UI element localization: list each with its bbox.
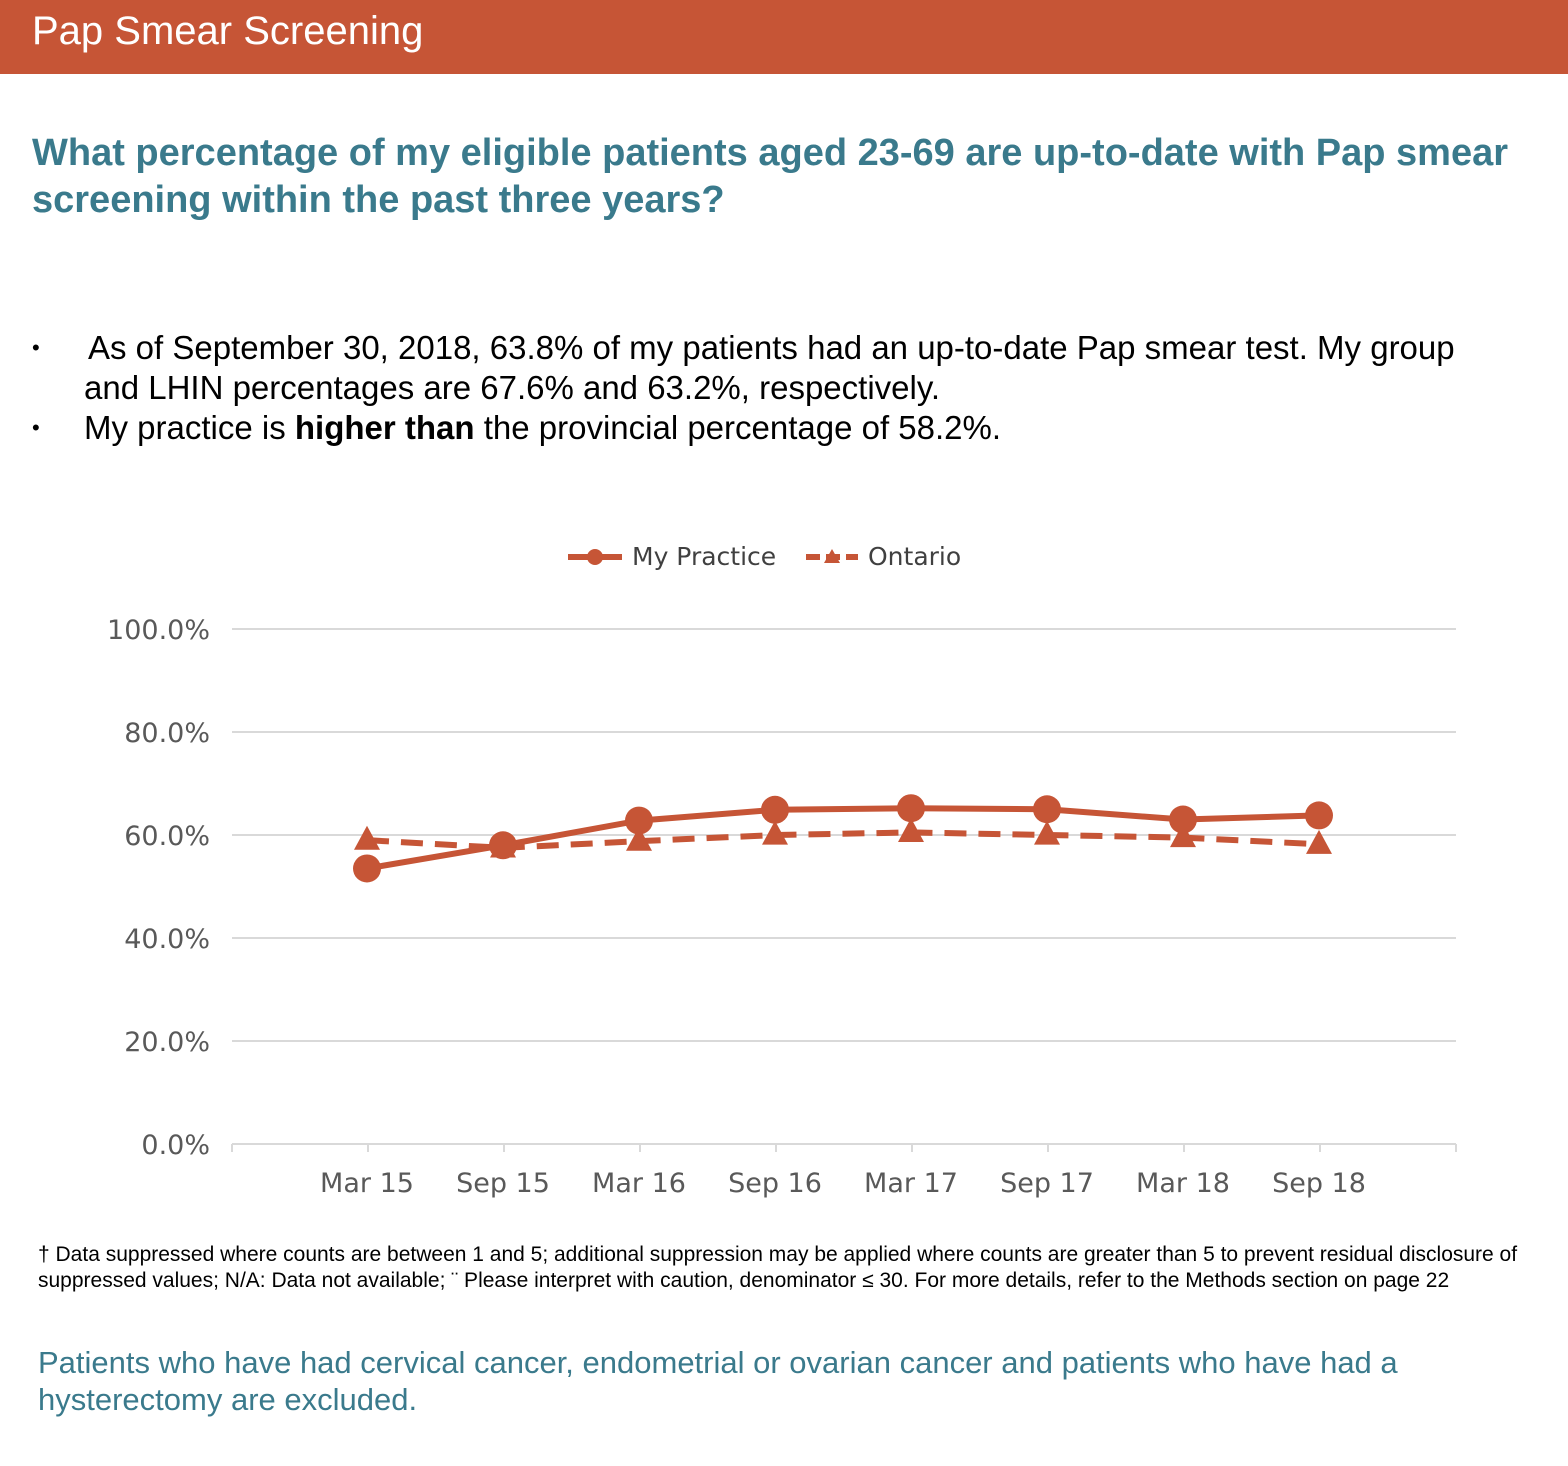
footnote: † Data suppressed where counts are betwe… xyxy=(38,1243,1518,1292)
data-point-ontario xyxy=(354,825,380,850)
data-point-my-practice xyxy=(897,794,925,823)
bullet-text-2-bold: higher than xyxy=(294,409,475,446)
bullet-text-1: As of September 30, 2018, 63.8% of my pa… xyxy=(84,329,1455,406)
data-point-ontario xyxy=(762,820,788,845)
data-point-my-practice xyxy=(489,831,517,860)
x-axis: Mar 15 Sep 15 Mar 16 Sep 16 Mar 17 Sep 17 Mar … xyxy=(231,1144,1457,1199)
bullet-text-2-post: the provincial percentage of 58.2%. xyxy=(474,409,1002,446)
data-point-ontario xyxy=(1306,829,1332,854)
bullet-text-2-pre: My practice is xyxy=(84,409,295,446)
question-heading: What percentage of my eligible patients … xyxy=(32,132,1509,221)
bullet-item: • As of September 30, 2018, 63.8% of my … xyxy=(32,328,1512,408)
legend-marker-my-practice xyxy=(587,549,603,565)
x-tick-label: Sep 16 xyxy=(728,1168,822,1199)
data-point-my-practice xyxy=(625,806,653,835)
data-point-my-practice xyxy=(761,795,789,824)
legend-label-my-practice: My Practice xyxy=(632,542,776,571)
y-tick-label: 60.0% xyxy=(124,821,210,852)
series-line-my-practice xyxy=(366,805,1320,872)
y-axis-ticks: 0.0% 20.0% 40.0% 60.0% 80.0% 100.0% xyxy=(107,615,210,1161)
data-point-my-practice xyxy=(1033,795,1061,824)
summary-bullets: • As of September 30, 2018, 63.8% of my … xyxy=(32,328,1512,448)
y-tick-label: 20.0% xyxy=(124,1027,210,1058)
y-tick-label: 100.0% xyxy=(107,615,210,646)
bullet-icon: • xyxy=(32,415,40,440)
series-layer xyxy=(353,794,1333,883)
x-tick-label: Sep 18 xyxy=(1272,1168,1366,1199)
series-line-ontario xyxy=(366,829,1320,851)
data-point-my-practice xyxy=(1305,801,1333,830)
grid-lines xyxy=(232,628,1456,1145)
data-point-ontario xyxy=(898,818,924,843)
data-point-ontario xyxy=(1170,823,1196,848)
bullet-item: • My practice is higher than the provinc… xyxy=(32,408,1512,448)
y-tick-label: 80.0% xyxy=(124,718,210,749)
y-tick-label: 0.0% xyxy=(141,1130,210,1161)
x-tick-label: Mar 17 xyxy=(864,1168,958,1199)
x-tick-label: Mar 16 xyxy=(592,1168,686,1199)
bullet-icon: • xyxy=(32,335,40,360)
exclusion-note: Patients who have had cervical cancer, e… xyxy=(38,1345,1398,1417)
header-banner: Pap Smear Screening xyxy=(0,0,1568,74)
x-tick-label: Mar 15 xyxy=(320,1168,414,1199)
legend: My Practice Ontario xyxy=(568,542,961,571)
line-chart: 0.0% 20.0% 40.0% 60.0% 80.0% 100.0% Mar 15 Sep… xyxy=(107,542,1457,1199)
y-tick-label: 40.0% xyxy=(124,924,210,955)
legend-marker-ontario xyxy=(824,549,840,563)
page-title: Pap Smear Screening xyxy=(32,9,424,53)
data-point-my-practice xyxy=(1169,805,1197,834)
data-point-ontario xyxy=(626,826,652,851)
x-tick-label: Mar 18 xyxy=(1136,1168,1230,1199)
x-tick-label: Sep 15 xyxy=(456,1168,550,1199)
x-tick-label: Sep 17 xyxy=(1000,1168,1094,1199)
data-point-my-practice xyxy=(353,854,381,883)
data-point-ontario xyxy=(1034,820,1060,845)
legend-label-ontario: Ontario xyxy=(868,542,961,571)
